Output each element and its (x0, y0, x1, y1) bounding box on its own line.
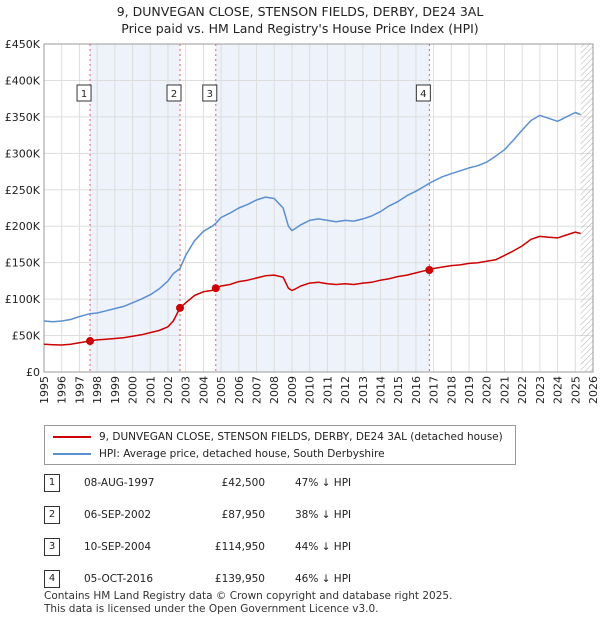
y-tick-label: £50K (12, 330, 41, 343)
x-tick-label: 2026 (587, 376, 600, 404)
x-tick-label: 2019 (463, 376, 476, 404)
hatched-area (580, 44, 593, 372)
y-tick-label: £350K (5, 111, 41, 124)
hpi-series-line (43, 111, 581, 323)
sale-date: 05-OCT-2016 (84, 573, 153, 585)
footer-licence: This data is licensed under the Open Gov… (44, 603, 379, 615)
sale-price: £139,950 (214, 573, 265, 585)
x-tick-label: 2001 (144, 376, 157, 404)
sale-number-badge: 4 (44, 570, 60, 588)
sale-date: 10-SEP-2004 (84, 541, 152, 553)
x-tick-label: 2024 (552, 376, 565, 404)
x-tick-label: 2005 (215, 376, 228, 404)
sale-label-text: 1 (81, 89, 87, 100)
sale-row: 4 05-OCT-2016 £139,950 46% ↓ HPI (40, 569, 580, 589)
footer-copyright: Contains HM Land Registry data © Crown c… (44, 590, 453, 602)
sale-price: £42,500 (221, 477, 265, 489)
x-tick-label: 2013 (357, 376, 370, 404)
sale-label-box (202, 84, 218, 102)
legend-item-property: 9, DUNVEGAN CLOSE, STENSON FIELDS, DERBY… (53, 430, 503, 444)
sale-hpi-diff: 38% ↓ HPI (295, 509, 352, 521)
plot-border (43, 43, 594, 373)
sale-hpi-diff: 44% ↓ HPI (295, 541, 352, 553)
y-tick-label: £200K (5, 220, 41, 233)
x-tick-label: 2002 (162, 376, 175, 404)
sale-row: 1 08-AUG-1997 £42,500 47% ↓ HPI (40, 473, 580, 493)
sale-hpi-diff: 46% ↓ HPI (295, 573, 352, 585)
sale-row: 3 10-SEP-2004 £114,950 44% ↓ HPI (40, 537, 580, 557)
y-tick-label: £150K (5, 257, 41, 270)
x-tick-label: 2025 (569, 376, 582, 404)
x-tick-label: 2021 (498, 376, 511, 404)
legend-item-hpi: HPI: Average price, detached house, Sout… (53, 447, 385, 461)
shaded-period (90, 44, 181, 372)
sale-point (176, 303, 185, 312)
sale-price: £114,950 (214, 541, 265, 553)
price-chart: 1 2 3 4 £0 £50K £100K £150K £200K £250K £300K £350K… (5, 38, 600, 404)
x-tick-label: 2017 (428, 376, 441, 404)
sale-price: £87,950 (221, 509, 265, 521)
property-series-line (43, 231, 581, 346)
x-tick-label: 2022 (516, 376, 529, 404)
legend-label-property: 9, DUNVEGAN CLOSE, STENSON FIELDS, DERBY… (99, 431, 503, 443)
sale-label-text: 4 (420, 89, 426, 100)
y-tick-label: £250K (5, 184, 41, 197)
x-tick-label: 2007 (251, 376, 264, 404)
sale-label-box (76, 84, 92, 102)
y-tick-label: £300K (5, 147, 41, 160)
chart-subtitle: Price paid vs. HM Land Registry's House … (121, 21, 479, 36)
x-tick-label: 2003 (180, 376, 193, 404)
sale-point (211, 284, 220, 293)
x-tick-label: 2016 (410, 376, 423, 404)
sale-label-box (166, 84, 182, 102)
sale-point (425, 265, 434, 274)
sale-point (86, 337, 95, 346)
sale-row: 2 06-SEP-2002 £87,950 38% ↓ HPI (40, 505, 580, 525)
chart-legend: 9, DUNVEGAN CLOSE, STENSON FIELDS, DERBY… (44, 425, 516, 465)
x-tick-label: 2006 (233, 376, 246, 404)
sale-label-box (415, 84, 431, 102)
x-tick-label: 2012 (339, 376, 352, 404)
x-tick-label: 2018 (445, 376, 458, 404)
chart-title: 9, DUNVEGAN CLOSE, STENSON FIELDS, DERBY… (116, 4, 484, 19)
sale-label-text: 2 (171, 89, 177, 100)
sale-number-badge: 2 (44, 506, 60, 524)
shaded-period (215, 44, 430, 372)
x-tick-label: 2009 (286, 376, 299, 404)
y-tick-label: £400K (5, 74, 41, 87)
sale-number-badge: 1 (44, 474, 60, 492)
sale-date: 08-AUG-1997 (84, 477, 155, 489)
x-tick-label: 1997 (73, 376, 86, 404)
x-tick-label: 2010 (304, 376, 317, 404)
sale-date: 06-SEP-2002 (84, 509, 152, 521)
x-tick-label: 2008 (268, 376, 281, 404)
x-tick-label: 1998 (91, 376, 104, 404)
y-tick-label: £100K (5, 293, 41, 306)
y-tick-label: £0 (26, 366, 40, 379)
legend-swatch-hpi (53, 453, 91, 455)
x-tick-label: 1996 (56, 376, 69, 404)
sale-label-text: 3 (207, 89, 213, 100)
x-tick-label: 2015 (392, 376, 405, 404)
x-tick-label: 2000 (127, 376, 140, 404)
legend-swatch-property (53, 436, 91, 438)
x-tick-label: 2014 (374, 376, 387, 404)
x-tick-label: 2011 (321, 376, 334, 404)
x-tick-label: 2020 (481, 376, 494, 404)
x-tick-label: 1999 (109, 376, 122, 404)
sale-hpi-diff: 47% ↓ HPI (295, 477, 352, 489)
x-tick-label: 2023 (534, 376, 547, 404)
x-tick-label: 1995 (38, 376, 51, 404)
y-tick-label: £450K (5, 38, 41, 51)
legend-label-hpi: HPI: Average price, detached house, Sout… (99, 448, 385, 460)
sale-number-badge: 3 (44, 538, 60, 556)
x-tick-label: 2004 (197, 376, 210, 404)
